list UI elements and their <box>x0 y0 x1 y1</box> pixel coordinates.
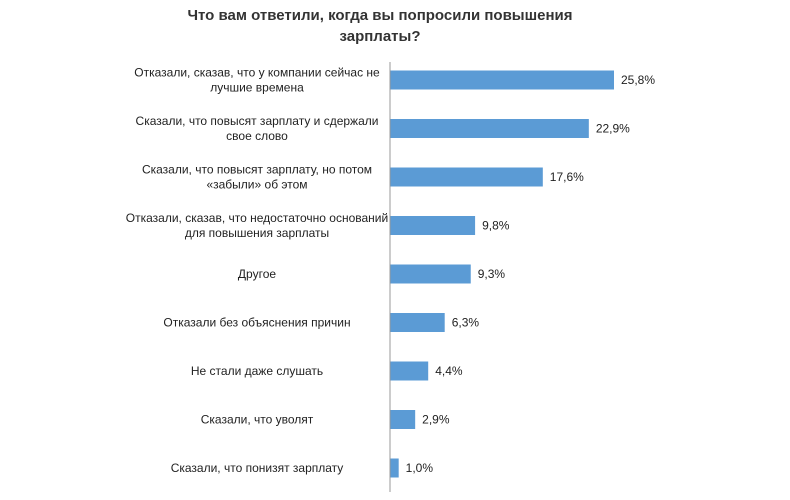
bar-5 <box>390 313 445 332</box>
bars-layer <box>390 70 614 478</box>
bar-8 <box>390 458 399 478</box>
value-label-6: 4,4% <box>435 364 463 378</box>
value-label-3: 9,8% <box>482 219 510 233</box>
category-label-6: Не стали даже слушать <box>191 364 323 378</box>
category-label-5: Отказали без объяснения причин <box>163 316 350 330</box>
bar-7 <box>390 410 416 429</box>
bar-1 <box>390 119 589 138</box>
bar-2 <box>390 167 543 187</box>
bar-3 <box>390 216 476 235</box>
bar-4 <box>390 264 471 284</box>
category-label-0: Отказали, сказав, что у компании сейчас … <box>134 66 380 95</box>
value-label-1: 22,9% <box>596 122 630 136</box>
value-label-4: 9,3% <box>478 267 506 281</box>
category-label-1: Сказали, что повысят зарплату и сдержали… <box>136 114 379 143</box>
bar-0 <box>390 70 614 90</box>
chart-title: Что вам ответили, когда вы попросили пов… <box>187 7 573 45</box>
labels-layer: 25,8% Отказали, сказав, что у компании се… <box>126 66 656 476</box>
value-label-2: 17,6% <box>550 170 584 184</box>
value-label-0: 25,8% <box>621 73 655 87</box>
category-label-8: Сказали, что понизят зарплату <box>171 461 344 475</box>
bar-6 <box>390 361 429 381</box>
category-label-3: Отказали, сказав, что недостаточно основ… <box>126 211 388 240</box>
value-label-8: 1,0% <box>406 461 434 475</box>
value-label-7: 2,9% <box>422 413 450 427</box>
category-label-7: Сказали, что уволят <box>201 413 314 427</box>
category-label-2: Сказали, что повысят зарплату, но потом «… <box>142 163 372 192</box>
category-label-4: Другое <box>238 267 276 281</box>
value-label-5: 6,3% <box>452 316 480 330</box>
